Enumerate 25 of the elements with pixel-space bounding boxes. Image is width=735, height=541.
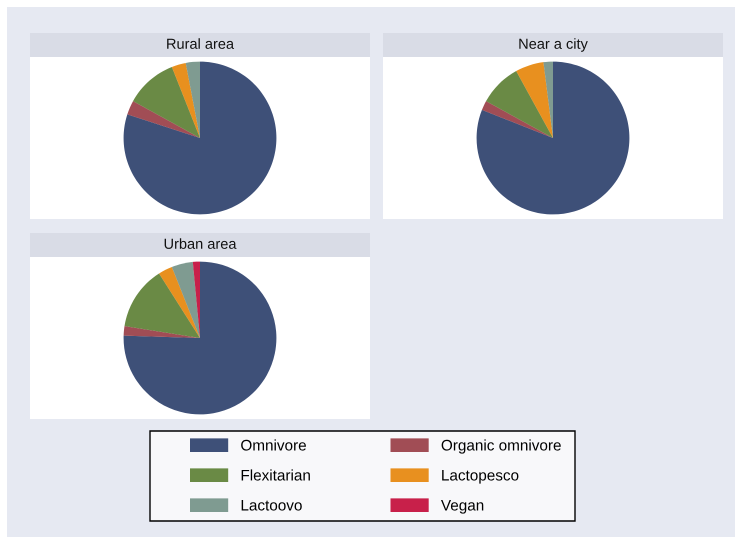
pie-slice xyxy=(192,262,200,338)
chart-title: Urban area xyxy=(164,238,236,249)
legend-label: Vegan xyxy=(440,500,484,514)
pie-slice xyxy=(476,62,630,214)
legend-label: Lactoovo xyxy=(242,500,302,511)
pie-slice xyxy=(172,262,200,338)
pie-slice xyxy=(482,101,553,138)
pie-slice xyxy=(543,62,553,138)
pie-slice xyxy=(124,326,200,338)
legend-label: Flexitarian xyxy=(242,469,310,481)
chart-title: Rural area xyxy=(167,38,234,49)
legend-label: Lactopesco xyxy=(442,470,518,484)
pie-slice xyxy=(133,66,200,138)
pie-slice xyxy=(486,71,553,138)
pie-slice xyxy=(124,62,276,214)
pie-slice xyxy=(124,262,276,414)
legend-label: Organic omnivore xyxy=(442,439,561,454)
pie-slice xyxy=(124,273,200,338)
pie-slice xyxy=(127,101,200,138)
pie-slice xyxy=(186,62,200,138)
pie-slice xyxy=(516,62,553,138)
pie-slice xyxy=(172,62,200,138)
chart-title: Near a city xyxy=(519,38,588,52)
legend-label: Omnivore xyxy=(241,439,306,451)
pie-slice xyxy=(159,266,200,338)
